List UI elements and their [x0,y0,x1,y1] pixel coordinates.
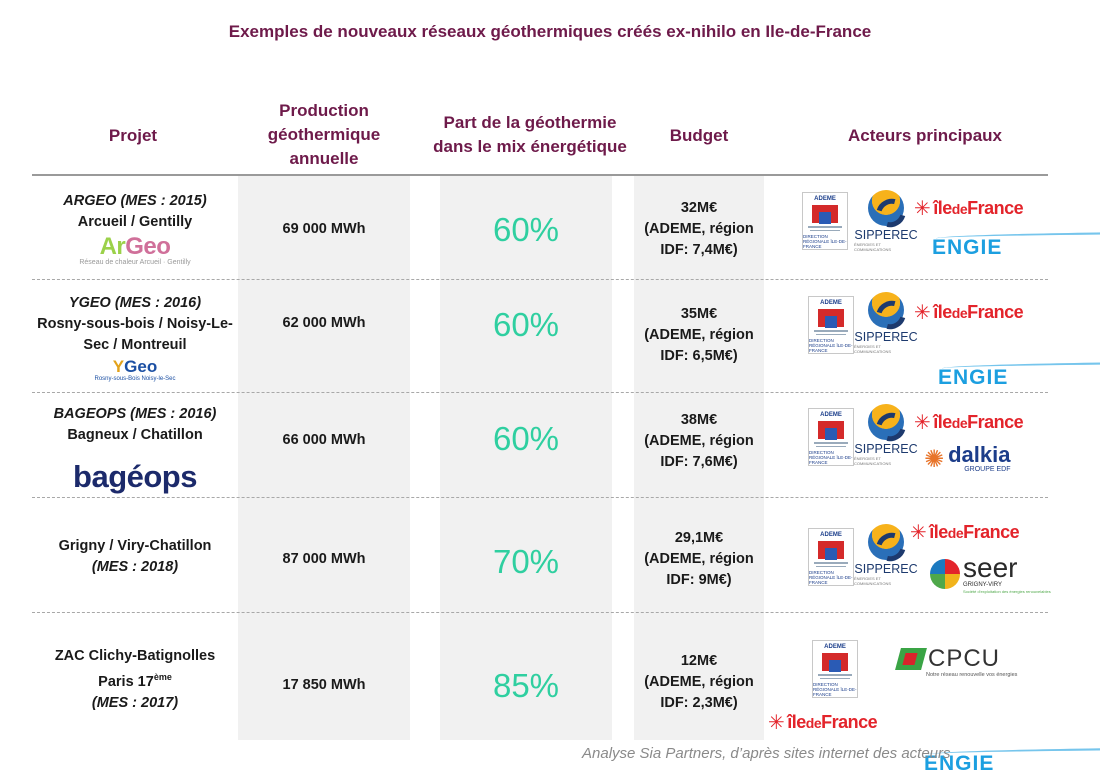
table-row-argeo-projet: ARGEO (MES : 2015) Arcueil / Gentilly Ar… [32,180,238,278]
budget-value: 29,1M€ (ADEME, région IDF: 9M€) [644,529,754,588]
header-part-line2: dans le mix énergétique [433,137,627,156]
project-location: Rosny-sous-bois / Noisy-Le- [37,316,233,332]
row-separator [32,612,1048,613]
argeo-logo: ArGeo [99,233,171,260]
header-production-line3: annuelle [289,149,359,168]
project-location-cont: Sec / Montreuil [83,337,187,353]
sipperec-logo: SIPPEREC ÉNERGIES ET COMMUNICATIONS [854,292,918,358]
table-row-clichy-projet: ZAC Clichy-Batignolles Paris 17ème (MES … [32,618,238,742]
geothermal-share: 60% [492,305,560,343]
project-mes: (MES : 2018) [91,559,179,575]
project-location: Grigny / Viry-Chatillon [58,538,212,554]
project-location: Bagneux / Chatillon [67,427,203,443]
production-value: 17 850 MWh [282,676,366,693]
cpcu-logo: CPCU Notre réseau renouvelle vos énergies [895,646,1017,679]
project-name: YGEO (MES : 2016) [68,295,202,311]
geothermal-share: 85% [492,666,560,704]
ile-de-france-logo: ✳ île de France [914,198,1024,220]
dalkia-fan-icon: ✺ [924,445,945,473]
project-name: ARGEO (MES : 2015) [63,193,207,209]
geothermal-share: 60% [492,210,560,248]
ile-de-france-logo: ✳ île de France [910,522,1020,544]
ygeo-logo-tagline: Rosny-sous-Bois Noisy-le-Sec [94,376,176,382]
row-separator [32,497,1048,498]
header-part: Part de la géothermie dans le mix énergé… [420,108,640,162]
geothermal-share: 70% [492,542,560,580]
header-part-line1: Part de la géothermie [443,113,617,132]
ademe-logo: ADEME DIRECTION RÉGIONALE ÎLE-DE-FRANCE [808,408,854,466]
production-value: 69 000 MWh [282,220,366,237]
header-acteurs: Acteurs principaux [848,126,1002,145]
sipperec-logo: SIPPEREC ÉNERGIES ET COMMUNICATIONS [854,404,918,470]
sipperec-logo: SIPPEREC ÉNERGIES ET COMMUNICATIONS [854,524,918,590]
row-separator [32,279,1048,280]
table-row-ygeo-projet: YGEO (MES : 2016) Rosny-sous-bois / Nois… [32,285,238,391]
project-mes: (MES : 2017) [91,694,179,711]
budget-value: 38M€ (ADEME, région IDF: 7,6M€) [644,411,754,470]
seer-dot-icon [930,559,960,589]
production-column-band [238,176,410,740]
engie-logo: ENGIE [938,360,1100,390]
budget-column-band [634,176,764,740]
ile-de-france-logo: ✳ île de France [914,302,1024,324]
dalkia-logo: ✺ dalkia GROUPE EDF [924,442,1011,474]
production-value: 62 000 MWh [282,314,366,331]
production-value: 87 000 MWh [282,550,366,567]
project-name: BAGEOPS (MES : 2016) [53,406,217,422]
engie-logo: ENGIE [932,230,1100,260]
sipperec-logo: SIPPEREC ÉNERGIES ET COMMUNICATIONS [854,190,918,256]
part-column-band [440,176,612,740]
header-projet: Projet [108,126,158,145]
ademe-logo: ADEME DIRECTION RÉGIONALE ÎLE-DE-FRANCE [812,640,858,698]
geothermal-share: 60% [492,419,560,457]
seer-logo: seer GRIGNY-VIRY Société d'exploitation de… [930,554,1051,594]
row-separator [32,392,1048,393]
budget-value: 35M€ (ADEME, région IDF: 6,5M€) [644,305,754,364]
header-production-line2: géothermique [267,125,381,144]
ygeo-logo: YGeo [112,357,158,376]
ile-de-france-logo: ✳ île de France [768,712,878,734]
project-location: Arcueil / Gentilly [77,214,193,230]
bageops-logo: bagéops [73,459,197,494]
ademe-logo: ADEME DIRECTION RÉGIONALE ÎLE-DE-FRANCE [808,296,854,354]
superscript: ème [153,672,172,683]
budget-value: 32M€ (ADEME, région IDF: 7,4M€) [644,199,754,258]
cpcu-icon [895,648,927,670]
header-separator [32,174,1048,176]
ile-de-france-logo: ✳ île de France [914,412,1024,434]
argeo-logo-tagline: Réseau de chaleur Arcueil · Gentilly [79,259,191,266]
header-production-line1: Production [279,101,369,120]
page-title: Exemples de nouveaux réseaux géothermiqu… [228,22,872,41]
table-row-grigny-projet: Grigny / Viry-Chatillon (MES : 2018) [32,503,238,611]
header-budget: Budget [669,126,729,145]
ademe-logo: ADEME DIRECTION RÉGIONALE ÎLE-DE-FRANCE [802,192,848,250]
header-production: Production géothermique annuelle [238,96,410,174]
source-footnote: Analyse Sia Partners, d’après sites inte… [582,745,951,762]
ademe-logo: ADEME DIRECTION RÉGIONALE ÎLE-DE-FRANCE [808,528,854,586]
project-location: ZAC Clichy-Batignolles [54,648,216,665]
production-value: 66 000 MWh [282,431,366,448]
budget-value: 12M€ (ADEME, région IDF: 2,3M€) [644,652,754,711]
project-location-cont: Paris 17ème [98,672,172,690]
table-row-bageops-projet: BAGEOPS (MES : 2016) Bagneux / Chatillon… [32,398,238,494]
